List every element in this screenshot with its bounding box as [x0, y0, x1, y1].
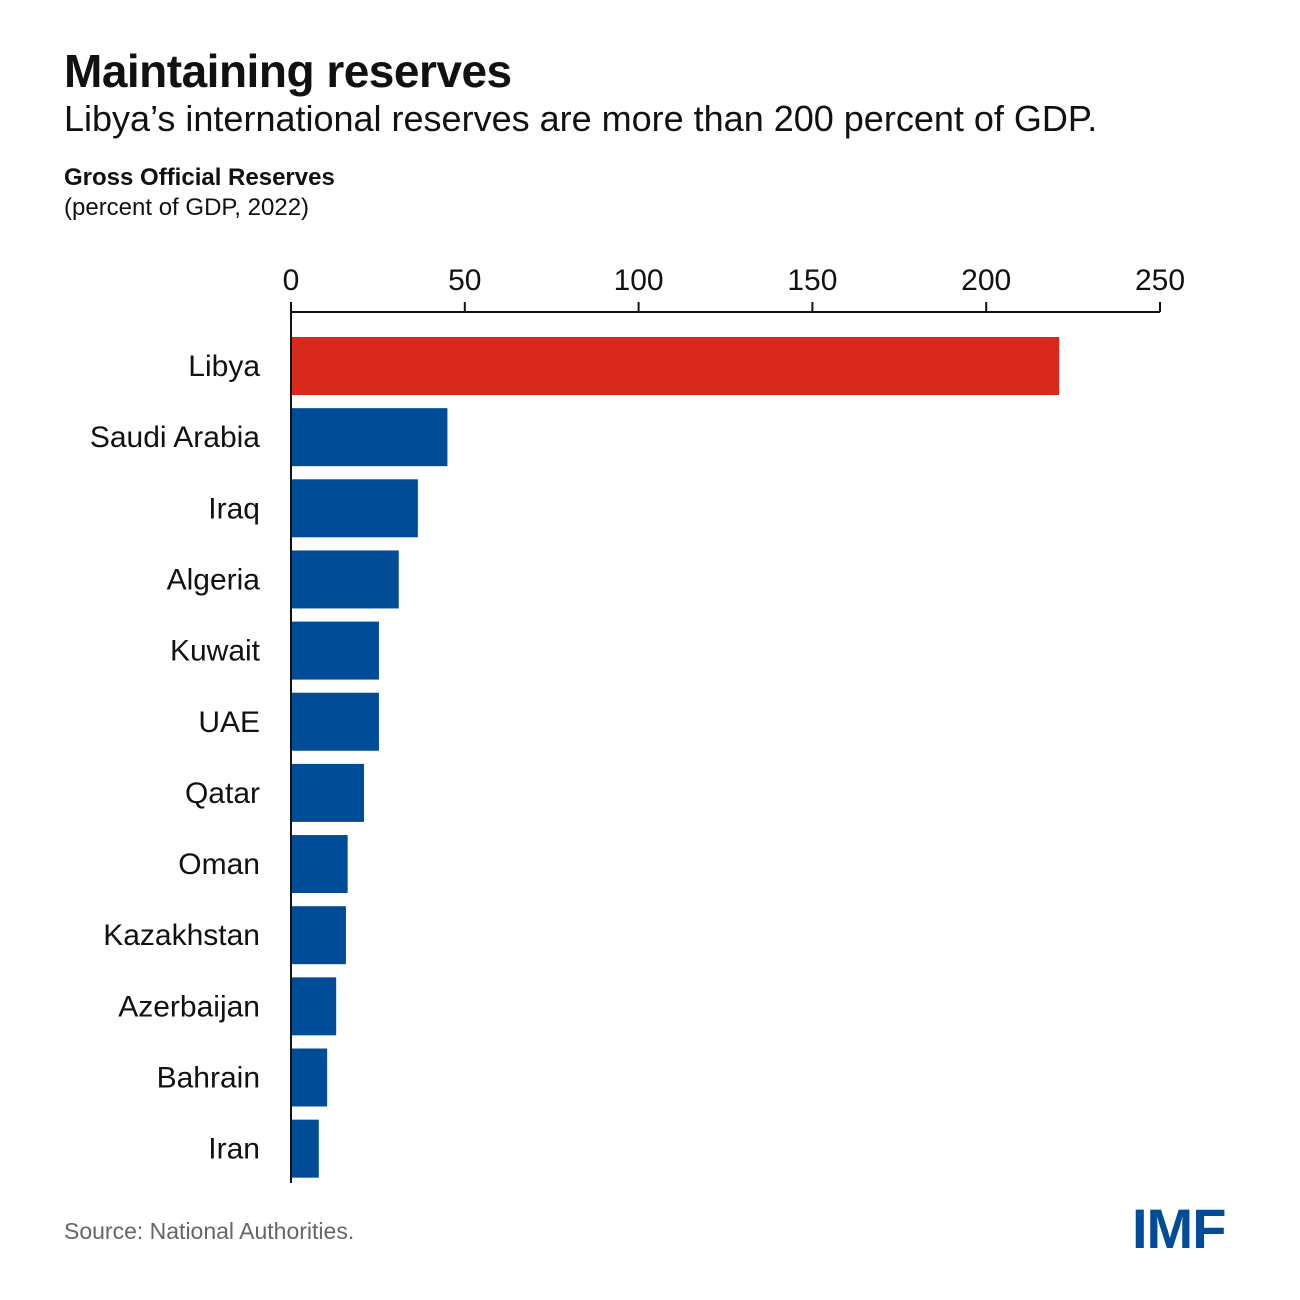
category-label-kuwait: Kuwait	[170, 635, 261, 668]
bar-uae	[291, 692, 379, 751]
bar-iraq	[291, 479, 418, 538]
category-label-libya: Libya	[188, 350, 260, 383]
category-label-saudi-arabia: Saudi Arabia	[90, 421, 260, 454]
x-tick-label: 150	[787, 264, 837, 297]
category-label-oman: Oman	[178, 848, 260, 881]
bar-qatar	[291, 763, 364, 822]
bar-oman	[291, 835, 348, 894]
bar-azerbaijan	[291, 977, 337, 1036]
category-label-iraq: Iraq	[208, 492, 260, 525]
category-label-algeria: Algeria	[167, 563, 261, 596]
source-note: Source: National Authorities.	[64, 1218, 355, 1244]
bar-kazakhstan	[291, 906, 346, 965]
bars	[291, 337, 1060, 1178]
bar-saudi-arabia	[291, 408, 448, 467]
category-label-bahrain: Bahrain	[157, 1062, 260, 1095]
imf-logo: IMF	[1132, 1197, 1226, 1260]
x-axis: 0 50 100 150 200 250	[283, 264, 1185, 313]
chart-subtitle: Libya’s international reserves are more …	[64, 98, 1098, 139]
x-tick-label: 100	[614, 264, 664, 297]
category-label-qatar: Qatar	[185, 777, 260, 810]
category-label-iran: Iran	[208, 1133, 260, 1166]
category-label-azerbaijan: Azerbaijan	[118, 990, 260, 1023]
x-tick-label: 250	[1135, 264, 1185, 297]
bar-algeria	[291, 550, 399, 609]
bar-bahrain	[291, 1048, 328, 1107]
bar-libya	[291, 337, 1060, 395]
category-label-uae: UAE	[198, 706, 260, 739]
chart-heading: Gross Official Reserves	[64, 164, 335, 191]
x-tick-label: 50	[448, 264, 481, 297]
bar-kuwait	[291, 621, 379, 680]
category-labels: Libya Saudi Arabia Iraq Algeria Kuwait UAE Qat…	[90, 350, 261, 1166]
category-label-kazakhstan: Kazakhstan	[103, 919, 260, 952]
x-tick-label: 200	[961, 264, 1011, 297]
bar-iran	[291, 1119, 319, 1178]
chart-title: Maintaining reserves	[64, 45, 512, 97]
x-tick-label: 0	[283, 264, 300, 297]
chart-unit-label: (percent of GDP, 2022)	[64, 194, 310, 221]
